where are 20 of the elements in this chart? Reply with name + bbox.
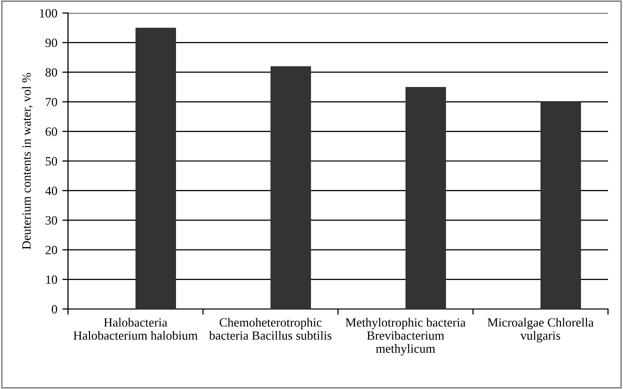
y-tick-label: 80 — [46, 68, 58, 77]
x-tick-label: Microalgae Chlorella vulgaris — [488, 318, 594, 342]
x-tick-label: Methylotrophic bacteria Brevibacterium methylicum — [346, 318, 466, 356]
y-tick-label: 100 — [40, 9, 58, 18]
x-tick-label: Halobacteria Halobacterium halobium — [74, 318, 198, 340]
y-tick-label: 0 — [52, 305, 58, 314]
y-tick-label: 10 — [46, 275, 58, 284]
bar — [270, 66, 311, 309]
y-tick-label: 40 — [45, 186, 58, 196]
y-axis-title: Deuterium contents in water, vol % — [22, 72, 33, 250]
y-tick-label: 20 — [46, 246, 58, 254]
bar — [136, 28, 176, 309]
x-tick-label: Chemoheterotrophic bacteria Bacillus subtilis — [209, 318, 332, 340]
y-tick-label: 60 — [46, 127, 58, 136]
y-tick-label: 70 — [46, 98, 58, 106]
y-tick-label: 90 — [45, 38, 58, 48]
bar — [540, 102, 581, 309]
bar — [406, 87, 446, 309]
y-tick-label: 50 — [46, 157, 58, 166]
y-tick-label: 30 — [46, 216, 58, 225]
